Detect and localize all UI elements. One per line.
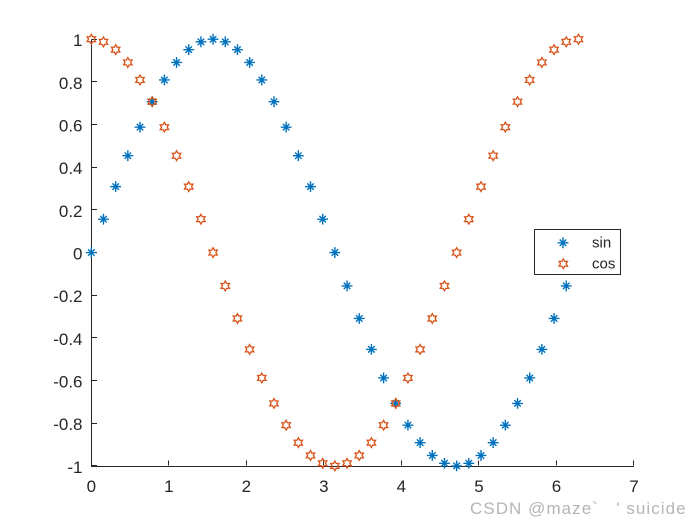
- svg-text:0: 0: [73, 244, 82, 263]
- svg-text:0.4: 0.4: [59, 159, 83, 178]
- svg-text:CSDN @maze` ' suicide: CSDN @maze` ' suicide: [470, 499, 687, 518]
- svg-text:-1: -1: [67, 458, 82, 477]
- svg-text:2: 2: [242, 477, 251, 496]
- svg-text:3: 3: [319, 477, 328, 496]
- svg-text:1: 1: [164, 477, 173, 496]
- svg-text:1: 1: [73, 31, 82, 50]
- svg-text:-0.6: -0.6: [53, 372, 82, 391]
- svg-text:-0.4: -0.4: [53, 330, 82, 349]
- svg-text:6: 6: [552, 477, 561, 496]
- svg-text:0.2: 0.2: [59, 202, 83, 221]
- svg-text:-0.8: -0.8: [53, 415, 82, 434]
- svg-text:0: 0: [87, 477, 96, 496]
- svg-text:4: 4: [397, 477, 406, 496]
- svg-text:5: 5: [474, 477, 483, 496]
- svg-text:0.6: 0.6: [59, 116, 83, 135]
- svg-text:0.8: 0.8: [59, 74, 83, 93]
- svg-text:7: 7: [629, 477, 638, 496]
- svg-text:cos: cos: [592, 255, 615, 272]
- svg-text:-0.2: -0.2: [53, 287, 82, 306]
- svg-text:sin: sin: [592, 235, 611, 252]
